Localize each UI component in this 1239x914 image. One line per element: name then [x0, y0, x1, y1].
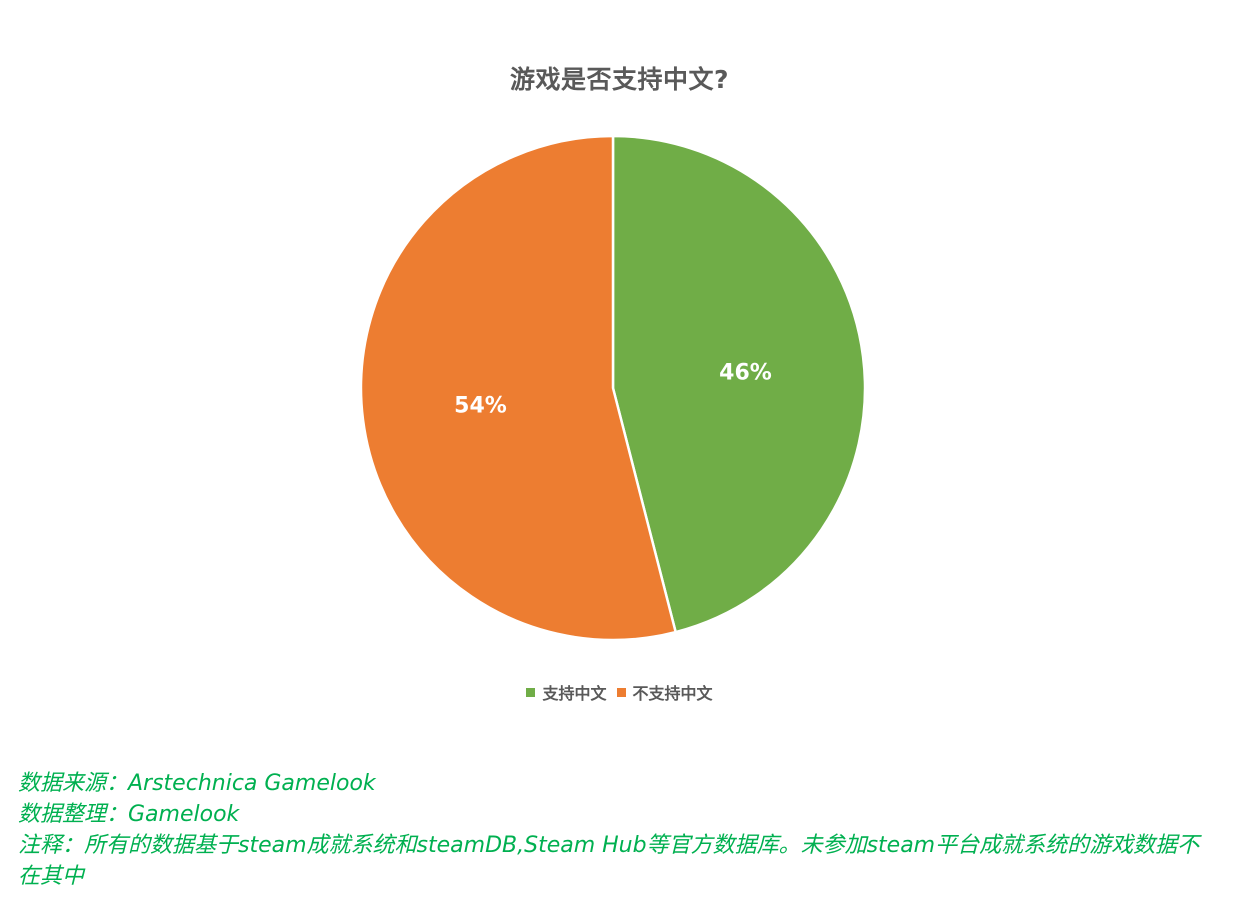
legend-swatch-no-chinese — [616, 687, 626, 697]
notes-block: 数据来源：Arstechnica Gamelook 数据整理：Gamelook … — [18, 768, 1218, 892]
pie-slice-no-chinese[interactable] — [359, 134, 677, 642]
data-compiled-note: 数据整理：Gamelook — [18, 802, 240, 827]
legend-swatch-support-chinese — [526, 687, 536, 697]
legend-item-no-chinese[interactable]: 不支持中文 — [616, 680, 713, 704]
legend-label-no-chinese: 不支持中文 — [632, 684, 713, 703]
legend-label-support-chinese: 支持中文 — [542, 684, 607, 703]
pie-label-support-chinese: 46% — [719, 360, 772, 385]
chart-title: 游戏是否支持中文? — [509, 65, 729, 94]
data-source-note: 数据来源：Arstechnica Gamelook — [18, 771, 376, 796]
pie-label-no-chinese: 54% — [454, 394, 507, 419]
chart-legend: 支持中文 不支持中文 — [0, 680, 1239, 704]
pie-slice-support-chinese[interactable] — [611, 134, 867, 634]
legend-item-support-chinese[interactable]: 支持中文 — [526, 680, 607, 704]
remark-note: 注释：所有的数据基于steam成就系统和steamDB,Steam Hub等官方… — [18, 833, 1200, 889]
